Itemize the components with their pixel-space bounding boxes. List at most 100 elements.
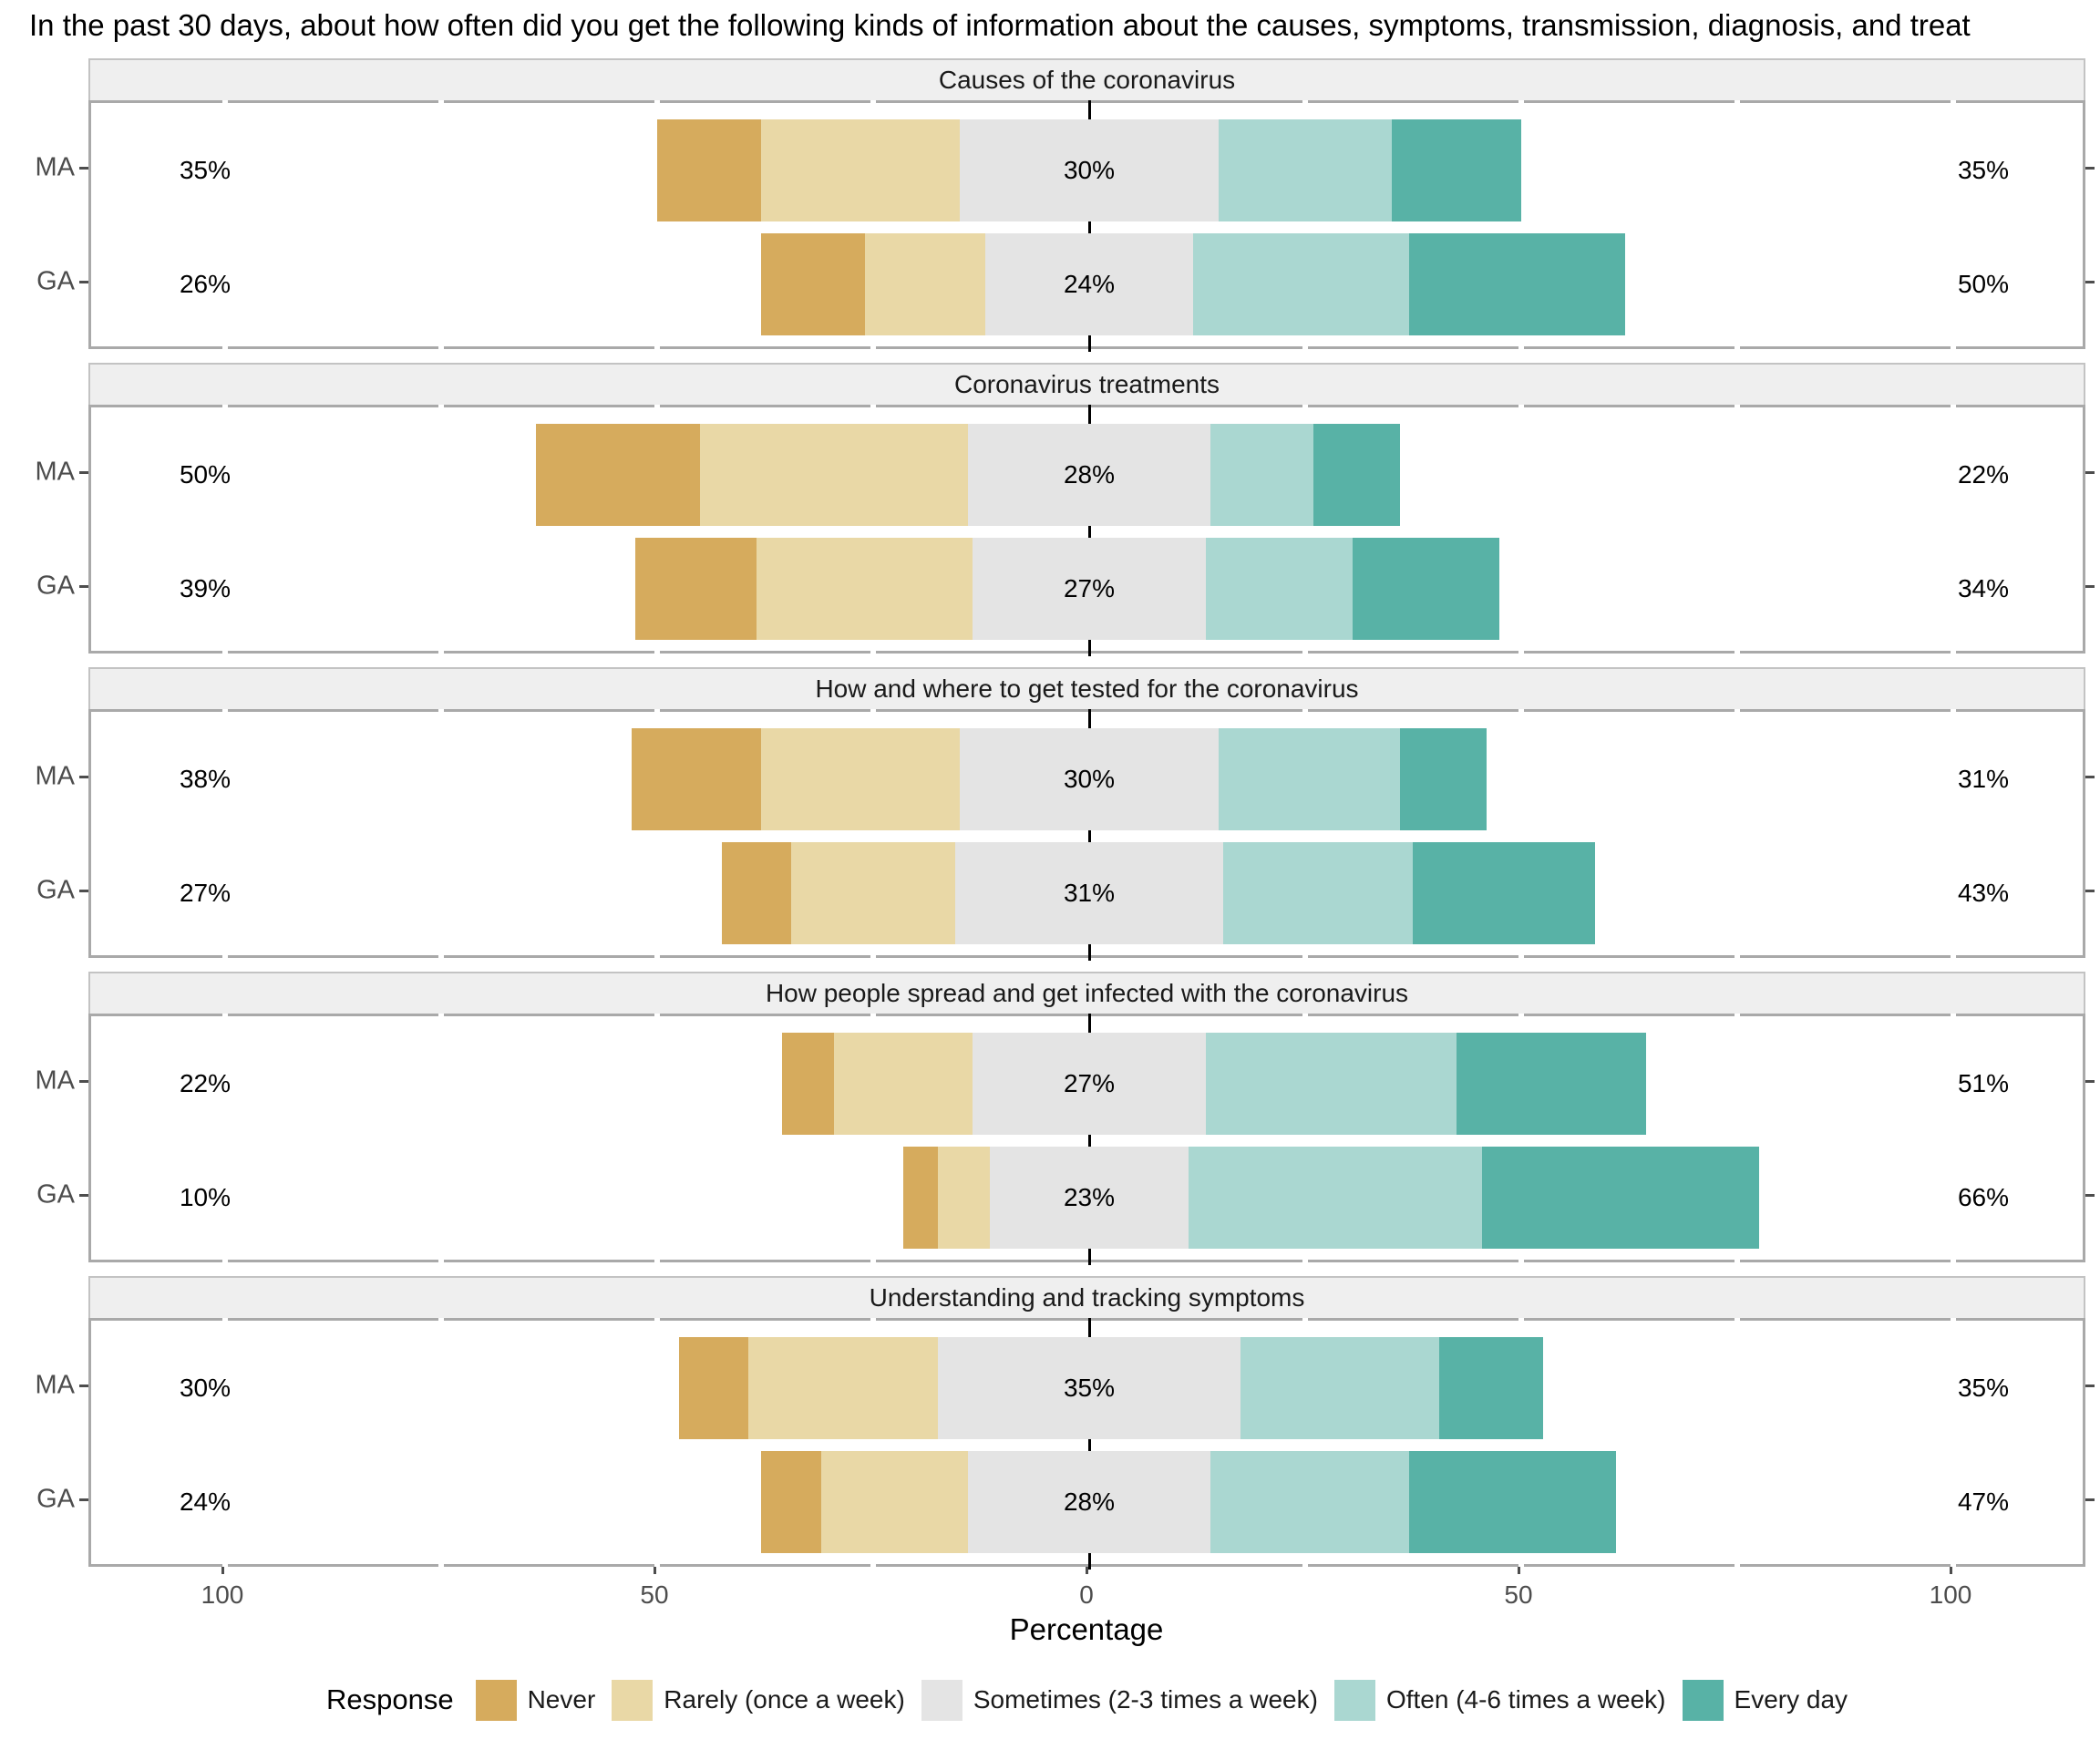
axis-minor-tick-notch [1518, 955, 1525, 958]
right-percent-label: 22% [1957, 460, 2010, 489]
bar-segment-every-day [1391, 119, 1521, 221]
y-axis-group-label-ma: MA [35, 761, 76, 791]
bar-segment-rarely [757, 538, 973, 640]
zero-reference-line [1087, 405, 1091, 656]
right-percent-label: 51% [1957, 1069, 2010, 1097]
x-axis-tick [653, 1567, 656, 1574]
panel-strip-title: Coronavirus treatments [88, 363, 2085, 405]
axis-minor-tick-notch [870, 100, 876, 103]
y-axis-tick [79, 890, 88, 892]
axis-minor-tick-notch [1951, 709, 1957, 712]
legend-label-never: Never [527, 1685, 596, 1714]
axis-minor-tick-notch [1302, 651, 1309, 654]
axis-minor-tick-notch [438, 1260, 444, 1262]
axis-minor-tick-notch [438, 405, 444, 407]
legend: Response Never Rarely (once a week) Someti… [88, 1675, 2085, 1724]
axis-minor-tick-notch [1735, 1564, 1741, 1567]
likert-bar-row-ma [678, 1337, 1543, 1439]
x-axis-label: Percentage [1009, 1612, 1164, 1646]
bar-segment-never [631, 728, 761, 830]
axis-minor-tick-notch [1735, 405, 1741, 407]
legend-swatch-often [1333, 1679, 1375, 1721]
center-percent-label: 23% [1063, 1183, 1116, 1211]
axis-minor-tick-notch [1951, 346, 1957, 349]
legend-swatch-every-day [1682, 1679, 1724, 1721]
bar-segment-every-day [1313, 424, 1401, 526]
axis-minor-tick-notch [1518, 346, 1525, 349]
panel-strip-title: Causes of the coronavirus [88, 58, 2085, 100]
bar-segment-often [1210, 424, 1314, 526]
axis-minor-tick-notch [221, 709, 228, 712]
axis-minor-tick-notch [870, 1260, 876, 1262]
axis-minor-tick-notch [1951, 405, 1957, 407]
likert-bar-row-ma [657, 119, 1521, 221]
legend-item-every-day: Every day [1682, 1679, 1848, 1721]
likert-bar-row-ga [760, 1451, 1617, 1553]
bar-segment-never [722, 842, 791, 944]
legend-items: Never Rarely (once a week) Sometimes (2-3 … [475, 1679, 1848, 1721]
panel-plot-area: 28% 50% 22% 27% 39% 34% [88, 405, 2085, 656]
y-axis-tick [2085, 890, 2095, 892]
center-percent-label: 27% [1063, 1069, 1116, 1097]
bar-segment-never [760, 233, 865, 335]
y-axis-tick [2085, 1498, 2095, 1501]
bar-segment-often [1192, 233, 1409, 335]
axis-minor-tick-notch [1302, 1318, 1309, 1321]
zero-reference-line [1087, 1318, 1091, 1570]
panel-strip-title: How people spread and get infected with … [88, 972, 2085, 1014]
axis-minor-tick-notch [654, 709, 660, 712]
y-axis-group-label-ga: GA [36, 266, 75, 296]
axis-minor-tick-notch [1735, 955, 1741, 958]
y-axis-tick [79, 1080, 88, 1083]
bar-segment-every-day [1413, 842, 1595, 944]
y-axis-tick [79, 776, 88, 778]
bar-segment-rarely [700, 424, 969, 526]
bar-segment-every-day [1408, 233, 1625, 335]
bar-segment-every-day [1400, 728, 1488, 830]
axis-minor-tick-notch [1518, 651, 1525, 654]
axis-minor-tick-notch [1735, 1260, 1741, 1262]
x-axis-tick [221, 1567, 224, 1574]
bar-segment-often [1219, 119, 1392, 221]
legend-title: Response [325, 1683, 454, 1715]
axis-minor-tick-notch [1302, 405, 1309, 407]
x-axis-tick-label: 50 [1504, 1580, 1533, 1609]
left-percent-label: 22% [179, 1069, 232, 1097]
axis-minor-tick-notch [654, 1260, 660, 1262]
y-axis-tick [79, 281, 88, 283]
right-percent-label: 31% [1957, 765, 2010, 793]
bar-segment-often [1188, 1147, 1483, 1249]
axis-minor-tick-notch [221, 346, 228, 349]
y-axis-tick [2085, 167, 2095, 170]
panel-plot-area: 35% 30% 35% 28% 24% 47% [88, 1318, 2085, 1570]
axis-minor-tick-notch [654, 1014, 660, 1016]
x-axis-tick [1949, 1567, 1952, 1574]
x-axis-tick [1517, 1567, 1520, 1574]
likert-bar-row-ga [903, 1147, 1759, 1249]
legend-swatch-never [475, 1679, 517, 1721]
axis-minor-tick-notch [1302, 709, 1309, 712]
y-axis-group-label-ma: MA [35, 1370, 76, 1400]
axis-minor-tick-notch [1951, 1318, 1957, 1321]
y-axis-tick [79, 471, 88, 474]
y-axis-tick [79, 1194, 88, 1197]
legend-label-often: Often (4-6 times a week) [1385, 1685, 1666, 1714]
axis-minor-tick-notch [1735, 651, 1741, 654]
bar-segment-every-day [1482, 1147, 1759, 1249]
likert-bar-row-ma [536, 424, 1401, 526]
center-percent-label: 30% [1063, 765, 1116, 793]
axis-minor-tick-notch [1951, 651, 1957, 654]
axis-minor-tick-notch [870, 651, 876, 654]
axis-minor-tick-notch [438, 709, 444, 712]
bar-segment-rarely [747, 1337, 939, 1439]
left-percent-label: 38% [179, 765, 232, 793]
bar-segment-never [760, 1451, 822, 1553]
axis-minor-tick-notch [1518, 709, 1525, 712]
axis-minor-tick-notch [438, 100, 444, 103]
bar-segment-never [657, 119, 761, 221]
y-axis-group-label-ma: MA [35, 152, 76, 182]
center-percent-label: 30% [1063, 156, 1116, 184]
axis-minor-tick-notch [221, 405, 228, 407]
axis-minor-tick-notch [870, 1014, 876, 1016]
